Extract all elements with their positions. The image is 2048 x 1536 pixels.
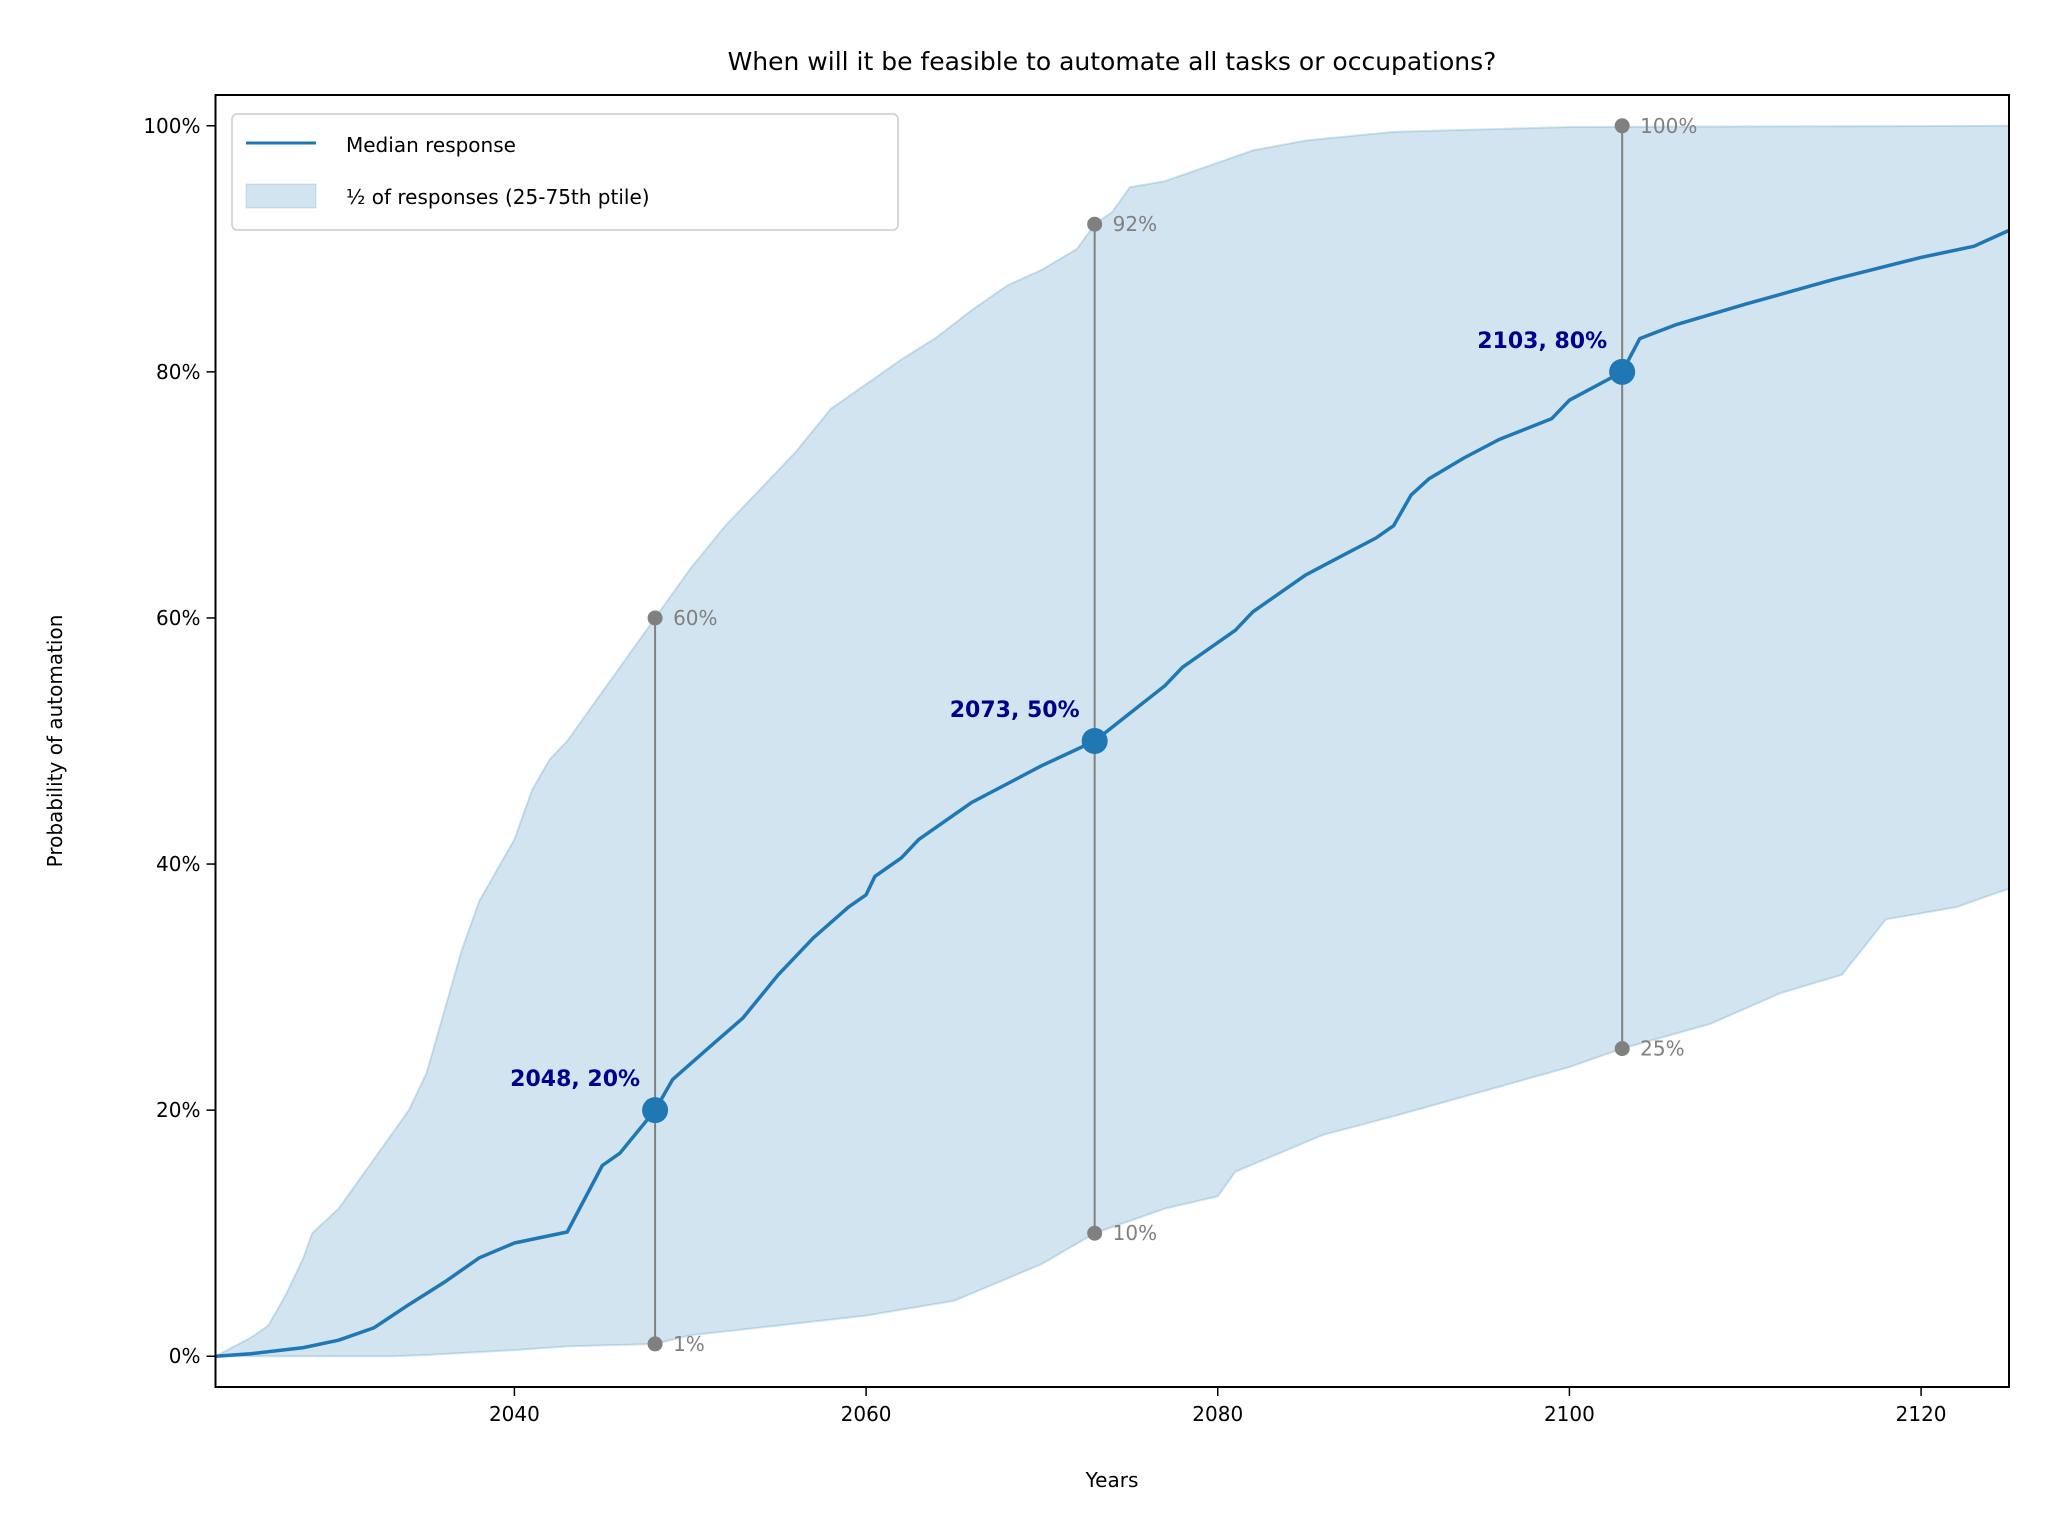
x-tick-label-2040: 2040 bbox=[489, 1402, 540, 1426]
y-tick-label-20: 20% bbox=[156, 1098, 200, 1122]
median-line bbox=[215, 228, 2009, 1358]
median-point-2073 bbox=[1081, 728, 1108, 754]
median-point-2103 bbox=[1609, 358, 1636, 385]
legend-band-swatch bbox=[245, 183, 317, 209]
legend-frame bbox=[231, 113, 899, 231]
plot-content bbox=[215, 124, 2009, 1358]
legend-band-label: ½ of responses (25-75th ptile) bbox=[346, 185, 650, 209]
median-annotation-2103: 2103, 80% bbox=[1477, 329, 1607, 354]
x-tick-label-2080: 2080 bbox=[1192, 1402, 1243, 1426]
median-annotation-2073: 2073, 50% bbox=[950, 698, 1080, 723]
median-annotation-2048: 2048, 20% bbox=[510, 1067, 640, 1092]
range-low-label-2048: 1% bbox=[673, 1332, 705, 1356]
legend: Median response ½ of responses (25-75th … bbox=[231, 113, 899, 231]
range-high-point-2073 bbox=[1087, 216, 1103, 232]
range-low-label-2073: 10% bbox=[1113, 1221, 1157, 1245]
iqr-band bbox=[215, 124, 2009, 1358]
range-low-point-2103 bbox=[1614, 1041, 1630, 1057]
y-tick-label-100: 100% bbox=[143, 114, 200, 138]
range-high-label-2048: 60% bbox=[673, 606, 717, 630]
y-tick-label-60: 60% bbox=[156, 606, 200, 630]
range-low-label-2103: 25% bbox=[1640, 1037, 1684, 1061]
range-high-point-2048 bbox=[647, 610, 663, 626]
legend-median-label: Median response bbox=[346, 133, 516, 157]
plot-area: 1% 60% 2048, 20% 10% 92% 2073, 50% 25% 100% 2103… bbox=[143, 94, 2010, 1426]
x-tick-label-2100: 2100 bbox=[1544, 1402, 1595, 1426]
range-high-label-2073: 92% bbox=[1113, 212, 1157, 236]
range-low-point-2073 bbox=[1087, 1225, 1103, 1241]
chart-title: When will it be feasible to automate all… bbox=[728, 47, 1497, 76]
x-axis-label: Years bbox=[1085, 1468, 1139, 1492]
axes-frame bbox=[214, 94, 2010, 1388]
median-point-2048 bbox=[642, 1097, 669, 1124]
range-high-point-2103 bbox=[1614, 118, 1630, 134]
y-tick-label-0: 0% bbox=[169, 1344, 201, 1368]
y-tick-label-40: 40% bbox=[156, 852, 200, 876]
x-tick-label-2060: 2060 bbox=[841, 1402, 892, 1426]
range-high-label-2103: 100% bbox=[1640, 114, 1697, 138]
y-axis-label: Probability of automation bbox=[43, 615, 67, 868]
x-tick-label-2120: 2120 bbox=[1896, 1402, 1947, 1426]
y-tick-label-80: 80% bbox=[156, 360, 200, 384]
range-low-point-2048 bbox=[647, 1336, 663, 1352]
